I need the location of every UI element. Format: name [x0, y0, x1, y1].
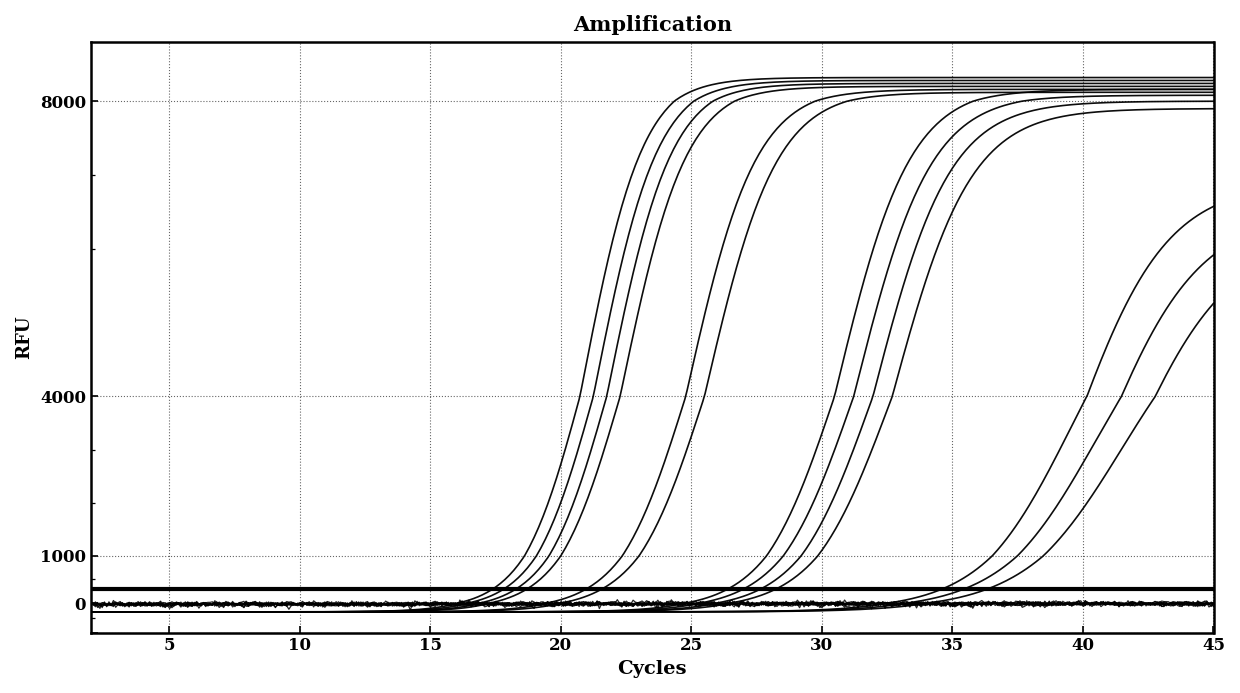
- X-axis label: Cycles: Cycles: [618, 660, 687, 678]
- Title: Amplification: Amplification: [573, 15, 732, 35]
- Y-axis label: RFU: RFU: [15, 315, 33, 359]
